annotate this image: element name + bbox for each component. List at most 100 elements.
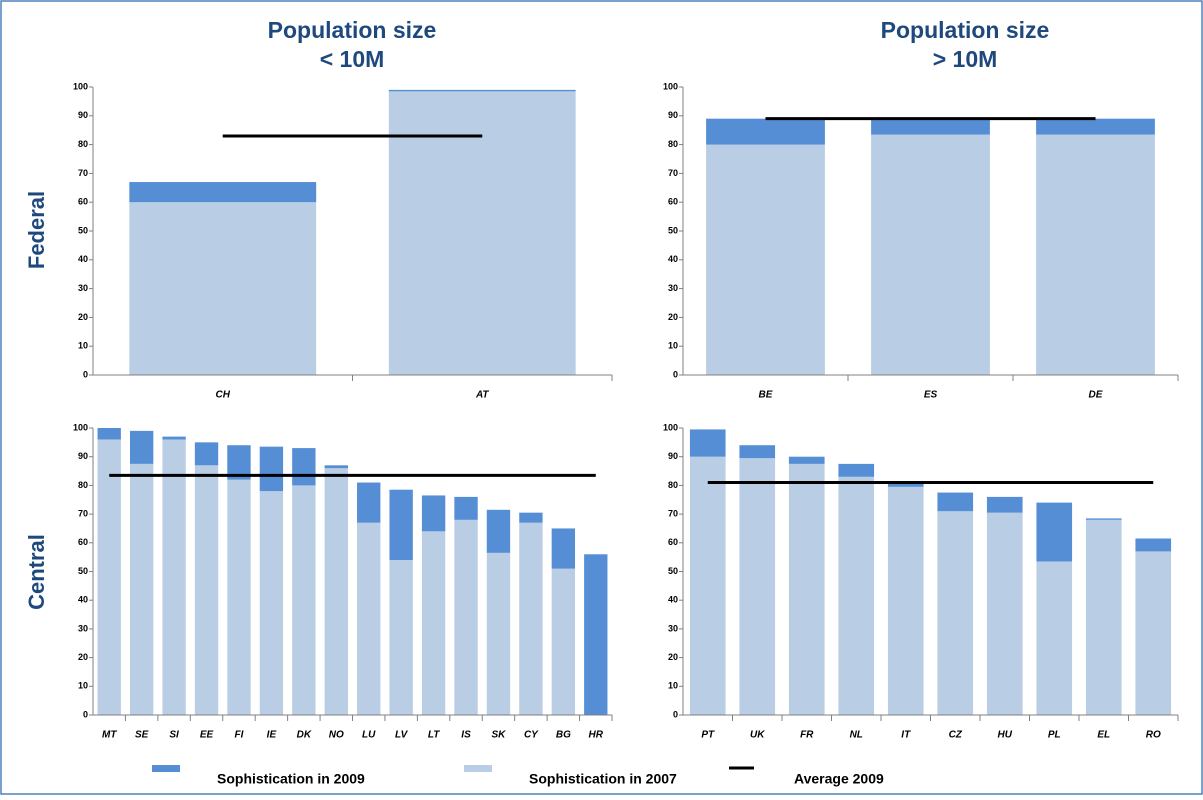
bar-segment [937,511,974,715]
x-tick-label: DK [297,730,312,741]
y-tick-label: 100 [663,81,678,91]
bar-segment [486,552,511,715]
x-tick-label: UK [750,730,765,741]
y-tick-label: 70 [78,508,88,518]
x-tick-label: SE [135,730,149,741]
bar-segment [194,442,219,466]
legend-swatch [152,765,180,772]
bar-segment [706,118,825,145]
bar-segment [1085,518,1122,520]
bar-segment [259,491,284,715]
bar-segment [551,528,576,569]
y-tick-label: 80 [78,480,88,490]
row-label: Central [24,534,49,610]
column-header: Population size [881,17,1050,43]
bar-segment [788,456,825,464]
x-tick-label: PL [1048,730,1061,741]
y-tick-label: 60 [668,197,678,207]
bar-segment [788,463,825,715]
bar-segment [551,568,576,715]
bar-segment [871,134,990,375]
bar-segment [389,489,413,561]
y-tick-label: 60 [78,197,88,207]
x-tick-label: BG [556,730,571,741]
y-tick-label: 100 [663,422,678,432]
x-tick-label: CZ [949,730,963,741]
bar-segment [887,483,924,487]
legend-label: Average 2009 [794,771,884,787]
bar-segment [129,182,317,203]
x-tick-label: HU [998,730,1013,741]
column-header: > 10M [933,46,998,72]
x-tick-label: CY [524,730,539,741]
row-label: Federal [24,191,49,269]
bar-segment [486,509,511,553]
x-tick-label: ES [924,390,938,401]
y-tick-label: 90 [668,451,678,461]
bar-segment [519,522,543,715]
y-tick-label: 50 [668,225,678,235]
y-tick-label: 80 [668,480,678,490]
y-tick-label: 30 [668,623,678,633]
y-tick-label: 50 [78,566,88,576]
bar-segment [689,456,726,715]
bar-segment [838,463,875,477]
x-tick-label: BE [759,390,773,401]
x-tick-label: EE [200,730,214,741]
bar-segment [97,428,121,440]
bar-segment [388,89,576,92]
y-tick-label: 30 [78,623,88,633]
bar-segment [454,519,478,715]
bar-segment [357,522,381,715]
bar-segment [324,465,348,469]
bar-segment [357,482,381,523]
x-tick-label: LU [362,730,376,741]
bar-segment [388,91,576,375]
bar-segment [421,495,446,532]
y-tick-label: 20 [78,312,88,322]
x-tick-label: FI [235,730,244,741]
bar-segment [937,492,974,512]
y-tick-label: 40 [668,254,678,264]
x-tick-label: IS [461,730,471,741]
y-tick-label: 100 [73,422,88,432]
y-tick-label: 100 [73,81,88,91]
y-tick-label: 10 [78,341,88,351]
bar-segment [324,468,348,715]
x-tick-label: RO [1146,730,1161,741]
y-tick-label: 10 [668,341,678,351]
y-tick-label: 10 [78,681,88,691]
y-tick-label: 30 [78,283,88,293]
x-tick-label: PT [701,730,715,741]
bar-segment [519,512,543,523]
y-tick-label: 90 [78,451,88,461]
bar-segment [871,118,990,135]
x-tick-label: IT [901,730,911,741]
column-header: < 10M [320,46,385,72]
x-tick-label: NO [329,730,344,741]
bar-segment [194,465,219,715]
column-header: Population size [268,17,437,43]
y-tick-label: 20 [668,652,678,662]
bar-segment [1036,561,1073,715]
x-tick-label: IE [267,730,277,741]
bar-segment [389,560,413,715]
x-tick-label: NL [850,730,863,741]
x-tick-label: SI [169,730,179,741]
y-tick-label: 40 [78,254,88,264]
y-tick-label: 70 [78,168,88,178]
bar-segment [986,512,1023,715]
bar-segment [1085,519,1122,715]
bar-segment [162,436,186,440]
x-tick-label: HR [589,730,604,741]
y-tick-label: 50 [668,566,678,576]
x-tick-label: EL [1097,730,1110,741]
legend-swatch [464,765,492,772]
x-tick-label: AT [475,390,489,401]
bar-segment [706,144,825,375]
legend-label: Sophistication in 2007 [529,771,677,787]
x-tick-label: SK [492,730,507,741]
y-tick-label: 0 [673,369,678,379]
bar-segment [129,430,154,464]
